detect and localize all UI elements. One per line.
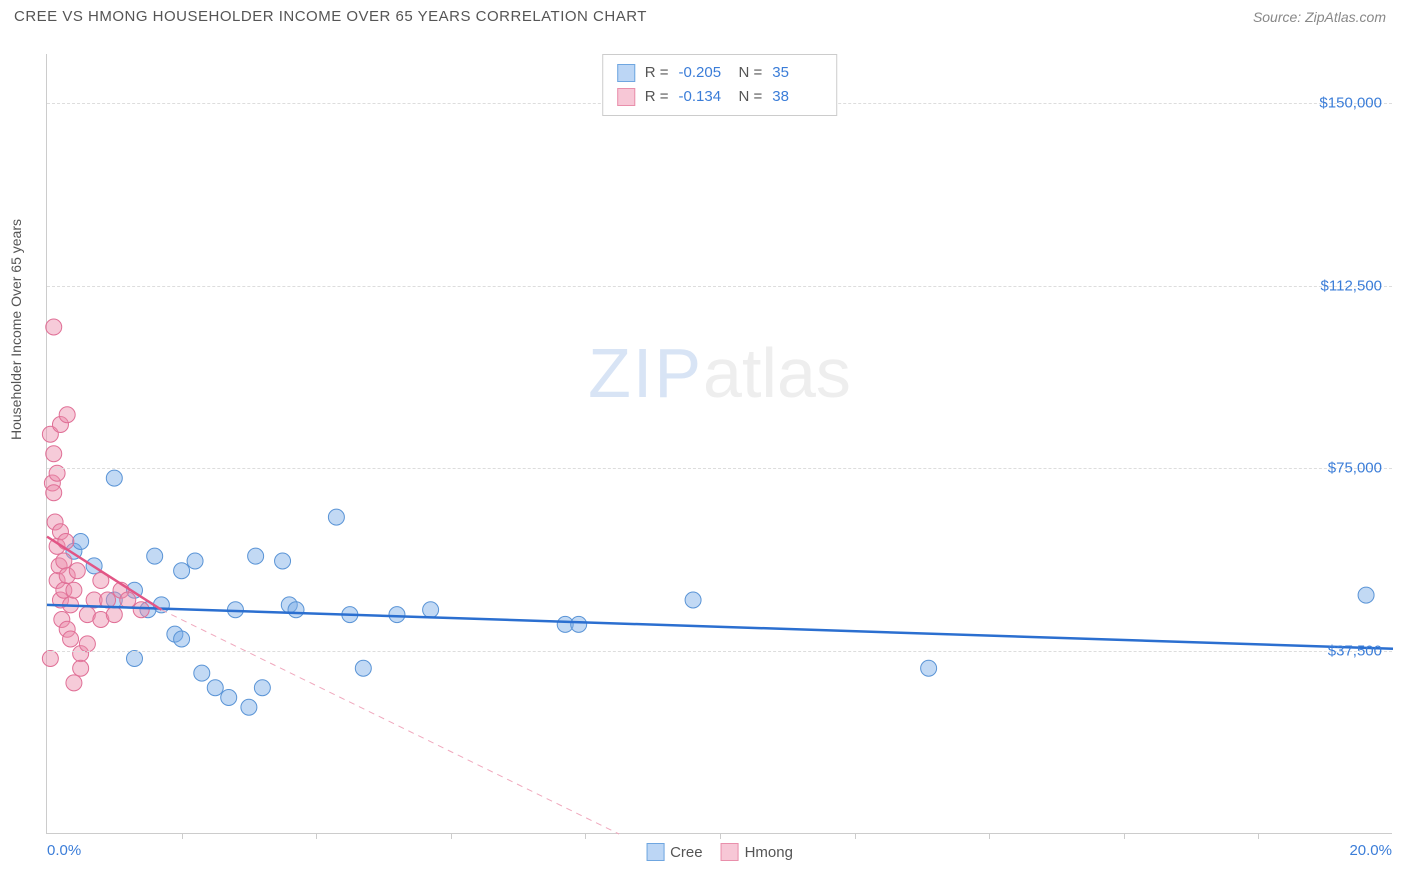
x-tick: [451, 833, 452, 839]
scatter-svg: [47, 54, 1392, 833]
data-point: [355, 660, 371, 676]
data-point: [73, 660, 89, 676]
x-tick: [182, 833, 183, 839]
data-point: [921, 660, 937, 676]
data-point: [106, 607, 122, 623]
x-tick: [316, 833, 317, 839]
stat-r-value: -0.205: [679, 61, 729, 85]
data-point: [59, 407, 75, 423]
data-point: [79, 636, 95, 652]
data-point: [328, 509, 344, 525]
legend-item-cree: Cree: [646, 843, 703, 861]
legend-label: Cree: [670, 844, 703, 861]
legend: Cree Hmong: [646, 843, 793, 861]
data-point: [254, 680, 270, 696]
data-point: [241, 699, 257, 715]
stat-n-label: N =: [739, 61, 763, 85]
y-tick-label: $75,000: [1328, 460, 1382, 477]
data-point: [73, 534, 89, 550]
stat-r-value: -0.134: [679, 85, 729, 109]
data-point: [221, 690, 237, 706]
legend-swatch-hmong: [721, 843, 739, 861]
data-point: [685, 592, 701, 608]
y-tick-label: $112,500: [1321, 277, 1382, 294]
data-point: [69, 563, 85, 579]
trend-line: [161, 610, 619, 834]
data-point: [571, 616, 587, 632]
data-point: [106, 470, 122, 486]
data-point: [42, 651, 58, 667]
x-tick: [720, 833, 721, 839]
data-point: [56, 553, 72, 569]
stat-r-label: R =: [645, 61, 669, 85]
data-point: [46, 485, 62, 501]
chart-header: CREE VS HMONG HOUSEHOLDER INCOME OVER 65…: [0, 0, 1406, 29]
x-tick: [1258, 833, 1259, 839]
data-point: [275, 553, 291, 569]
stats-swatch-cree: [617, 64, 635, 82]
stats-row: R = -0.205 N = 35: [617, 61, 823, 85]
y-tick-label: $37,500: [1328, 643, 1382, 660]
legend-item-hmong: Hmong: [721, 843, 793, 861]
data-point: [63, 631, 79, 647]
stats-row: R = -0.134 N = 38: [617, 85, 823, 109]
chart-title: CREE VS HMONG HOUSEHOLDER INCOME OVER 65…: [14, 8, 647, 25]
legend-swatch-cree: [646, 843, 664, 861]
data-point: [187, 553, 203, 569]
data-point: [133, 602, 149, 618]
gridline: [47, 468, 1392, 469]
correlation-stats-box: R = -0.205 N = 35 R = -0.134 N = 38: [602, 54, 838, 116]
data-point: [147, 548, 163, 564]
gridline: [47, 651, 1392, 652]
x-tick: [585, 833, 586, 839]
x-tick: [989, 833, 990, 839]
chart-plot-area: ZIPatlas R = -0.205 N = 35 R = -0.134 N …: [46, 54, 1392, 834]
y-tick-label: $150,000: [1319, 94, 1382, 111]
stat-n-value: 38: [772, 85, 822, 109]
x-axis-max-label: 20.0%: [1349, 842, 1392, 859]
stats-swatch-hmong: [617, 88, 635, 106]
trend-line: [47, 605, 1393, 649]
data-point: [389, 607, 405, 623]
stat-n-value: 35: [772, 61, 822, 85]
data-point: [120, 592, 136, 608]
data-point: [46, 319, 62, 335]
data-point: [207, 680, 223, 696]
stat-n-label: N =: [739, 85, 763, 109]
x-tick: [855, 833, 856, 839]
data-point: [174, 631, 190, 647]
data-point: [423, 602, 439, 618]
data-point: [248, 548, 264, 564]
chart-source: Source: ZipAtlas.com: [1253, 9, 1386, 25]
data-point: [288, 602, 304, 618]
data-point: [174, 563, 190, 579]
data-point: [1358, 587, 1374, 603]
stat-r-label: R =: [645, 85, 669, 109]
legend-label: Hmong: [745, 844, 793, 861]
y-axis-label: Householder Income Over 65 years: [8, 219, 24, 440]
data-point: [58, 534, 74, 550]
x-tick: [1124, 833, 1125, 839]
gridline: [47, 286, 1392, 287]
data-point: [66, 675, 82, 691]
x-axis-min-label: 0.0%: [47, 842, 81, 859]
data-point: [126, 651, 142, 667]
data-point: [66, 582, 82, 598]
data-point: [194, 665, 210, 681]
data-point: [46, 446, 62, 462]
